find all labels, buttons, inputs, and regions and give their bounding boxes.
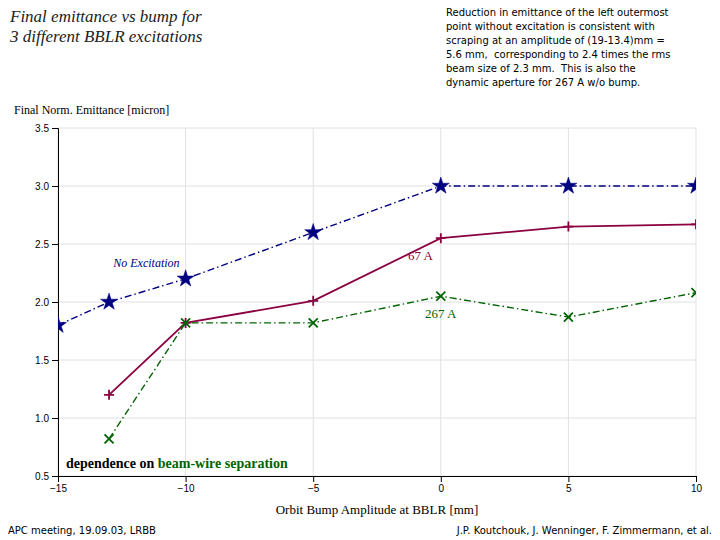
point xyxy=(309,318,318,327)
y-tick-mark xyxy=(52,476,58,477)
y-tick-label: 1.5 xyxy=(35,355,49,366)
x-tick-label: 5 xyxy=(566,483,572,494)
point xyxy=(563,222,573,232)
labels: No Excitation 67 A 267 A dependence on beam… xyxy=(66,248,457,471)
bottom-annotation: dependence on beam-wire separation xyxy=(66,456,288,471)
x-tick: −15 xyxy=(50,476,67,494)
bottom-annotation-part: dependence on xyxy=(66,456,158,471)
y-tick: 2.5 xyxy=(35,239,58,250)
x-tick-label: −5 xyxy=(308,483,320,494)
point xyxy=(104,390,114,400)
grid xyxy=(58,128,696,476)
series-line xyxy=(58,186,696,325)
series-label: 67 A xyxy=(408,248,434,263)
x-tick: −5 xyxy=(308,476,320,494)
x-tick-label: 10 xyxy=(691,483,703,494)
point xyxy=(691,219,696,229)
bottom-annotation-part: beam-wire separation xyxy=(158,456,288,471)
y-tick: 1.5 xyxy=(35,355,58,366)
y-tick: 3.5 xyxy=(35,123,58,134)
footer-right: J.P. Koutchouk, J. Wenninger, F. Zimmerm… xyxy=(456,525,712,536)
point xyxy=(436,292,445,301)
x-tick-mark xyxy=(313,476,314,482)
grid-line-y xyxy=(58,418,696,419)
x-axis: −15 −10 −5 0 5 10 xyxy=(50,476,702,494)
y-tick-label: 0.5 xyxy=(35,471,49,482)
y-tick-mark xyxy=(52,418,58,419)
point xyxy=(432,177,449,193)
x-tick-mark xyxy=(568,476,569,482)
point xyxy=(308,296,318,306)
point xyxy=(687,177,696,193)
grid-line-y xyxy=(58,302,696,303)
y-axis-label: Final Norm. Emittance [micron] xyxy=(14,103,169,117)
x-tick-mark xyxy=(186,476,187,482)
series-label: No Excitation xyxy=(112,256,179,270)
point xyxy=(181,318,191,328)
x-tick: 0 xyxy=(439,476,445,494)
point xyxy=(177,270,194,286)
x-tick-label: −10 xyxy=(178,483,195,494)
y-tick: 0.5 xyxy=(35,471,58,482)
grid-line-y xyxy=(58,360,696,361)
chart: Final emittance vs bump for3 different B… xyxy=(0,0,720,540)
y-tick-label: 2.0 xyxy=(35,297,49,308)
x-axis-line xyxy=(59,477,697,483)
series-line xyxy=(109,293,696,439)
grid-line-y xyxy=(58,128,696,129)
x-tick-mark xyxy=(696,476,697,482)
y-tick-mark xyxy=(52,360,58,361)
point xyxy=(305,223,322,239)
point xyxy=(101,293,118,309)
title: Final emittance vs bump for3 different B… xyxy=(9,7,203,46)
y-tick-label: 1.0 xyxy=(35,413,49,424)
y-tick-mark xyxy=(52,244,58,245)
y-tick-label: 3.0 xyxy=(35,181,49,192)
point xyxy=(181,318,190,327)
y-tick-label: 2.5 xyxy=(35,239,49,250)
footer-left: APC meeting, 19.09.03, LRBB xyxy=(8,525,156,536)
y-tick-mark xyxy=(52,128,58,129)
y-tick-mark xyxy=(52,302,58,303)
y-tick-label: 3.5 xyxy=(35,123,49,134)
point xyxy=(560,177,577,193)
x-axis-label: Orbit Bump Amplitude at BBLR [mm] xyxy=(276,502,479,517)
x-tick: −10 xyxy=(178,476,195,494)
x-tick-label: 0 xyxy=(439,483,445,494)
y-tick-mark xyxy=(52,186,58,187)
marks xyxy=(58,177,696,443)
x-tick: 10 xyxy=(691,476,703,494)
y-tick: 2.0 xyxy=(35,297,58,308)
point xyxy=(692,288,697,297)
point xyxy=(436,233,446,243)
point xyxy=(105,434,114,443)
y-axis: 0.5 1.0 1.5 2.0 2.5 3.0 3.5 xyxy=(35,123,58,482)
grid-line-y xyxy=(58,244,696,245)
y-tick: 1.0 xyxy=(35,413,58,424)
x-tick: 5 xyxy=(566,476,572,494)
x-tick-mark xyxy=(441,476,442,482)
point xyxy=(58,316,67,332)
point xyxy=(564,313,573,322)
y-tick: 3.0 xyxy=(35,181,58,192)
series-label: 267 A xyxy=(425,306,457,321)
annotation: Reduction in emittance of the left outer… xyxy=(446,7,670,88)
y-axis-line xyxy=(52,129,59,477)
x-tick-label: −15 xyxy=(50,483,67,494)
plot: −15 −10 −5 0 5 10 0.5 1.0 1.5 2.0 2.5 3.0 3.5 No Exci… xyxy=(35,123,704,494)
